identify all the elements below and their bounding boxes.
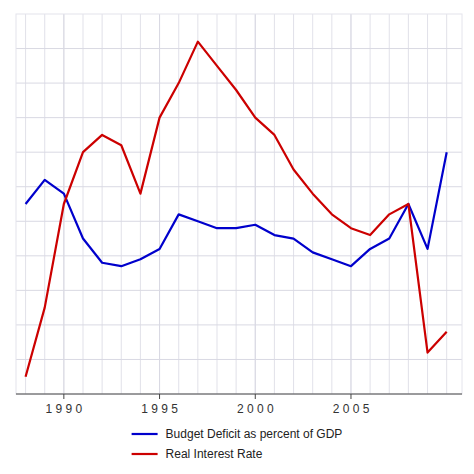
x-minor-grid-line (293, 14, 294, 394)
series-line (26, 152, 447, 266)
x-tick-label: 1 9 9 0 (46, 402, 83, 416)
x-minor-grid-line (427, 14, 428, 394)
x-tick-label: 2 0 0 5 (333, 402, 370, 416)
x-minor-grid-line (312, 14, 313, 394)
x-grid-line (350, 14, 351, 394)
legend-swatch (132, 453, 158, 455)
x-tick-label: 2 0 0 0 (237, 402, 274, 416)
x-minor-grid-line (44, 14, 45, 394)
legend-swatch (132, 433, 158, 435)
legend: Budget Deficit as percent of GDP Real Int… (132, 427, 343, 461)
x-tick-label: 1 9 9 5 (141, 402, 178, 416)
plot-frame (16, 14, 462, 394)
series-line (26, 42, 447, 377)
legend-label: Budget Deficit as percent of GDP (166, 427, 343, 441)
x-minor-grid-line (178, 14, 179, 394)
x-minor-grid-line (389, 14, 390, 394)
x-tick (63, 394, 64, 399)
x-minor-grid-line (370, 14, 371, 394)
x-minor-grid-line (140, 14, 141, 394)
x-grid-line (255, 14, 256, 394)
x-minor-grid-line (159, 14, 160, 394)
x-minor-grid-line (255, 14, 256, 394)
x-axis-line (16, 393, 462, 394)
x-tick (159, 394, 160, 399)
series-lines (26, 42, 447, 377)
x-tick (350, 394, 351, 399)
x-minor-grid-line (216, 14, 217, 394)
x-minor-grid-line (446, 14, 447, 394)
x-minor-grid-line (331, 14, 332, 394)
x-grid-line (159, 14, 160, 394)
chart: 1 9 9 0 1 9 9 5 2 0 0 0 2 0 0 5 Budget Defic… (0, 0, 474, 474)
x-minor-grid-line (236, 14, 237, 394)
x-minor-grid-line (82, 14, 83, 394)
x-minor-grid-line (102, 14, 103, 394)
x-minor-grid-line (197, 14, 198, 394)
x-minor-grid-line (350, 14, 351, 394)
x-minor-grid-line (121, 14, 122, 394)
legend-label: Real Interest Rate (166, 447, 263, 461)
x-tick (255, 394, 256, 399)
x-minor-grid-line (274, 14, 275, 394)
grid (16, 14, 462, 394)
